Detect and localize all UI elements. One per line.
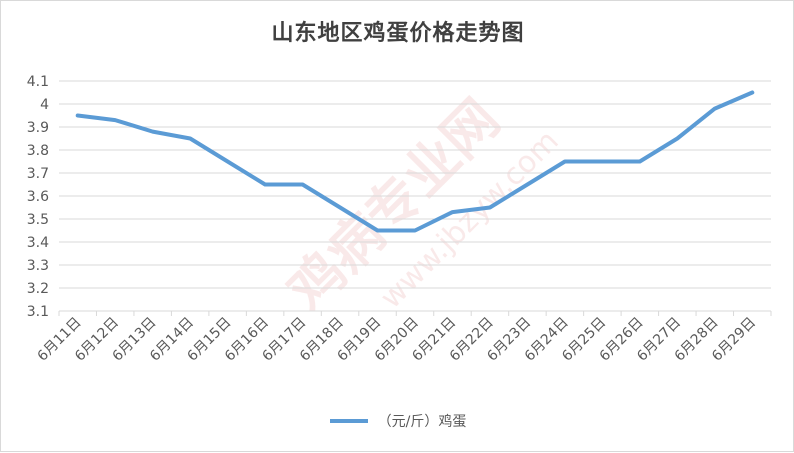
legend-label: （元/斤）鸡蛋 [378, 411, 467, 431]
y-tick-label: 3.3 [27, 258, 49, 274]
legend-line-swatch [330, 419, 368, 423]
y-tick-label: 3.2 [27, 281, 49, 297]
y-tick-label: 3.8 [27, 143, 49, 159]
y-tick-label: 3.5 [27, 212, 49, 228]
y-tick-label: 3.1 [27, 304, 49, 320]
y-tick-label: 3.4 [27, 235, 49, 251]
y-tick-label: 3.6 [27, 189, 49, 205]
y-tick-label: 4.1 [27, 74, 49, 90]
y-tick-label: 3.9 [27, 120, 49, 136]
y-tick-label: 4 [40, 97, 49, 113]
y-tick-label: 3.7 [27, 166, 49, 182]
legend: （元/斤）鸡蛋 [1, 411, 794, 431]
